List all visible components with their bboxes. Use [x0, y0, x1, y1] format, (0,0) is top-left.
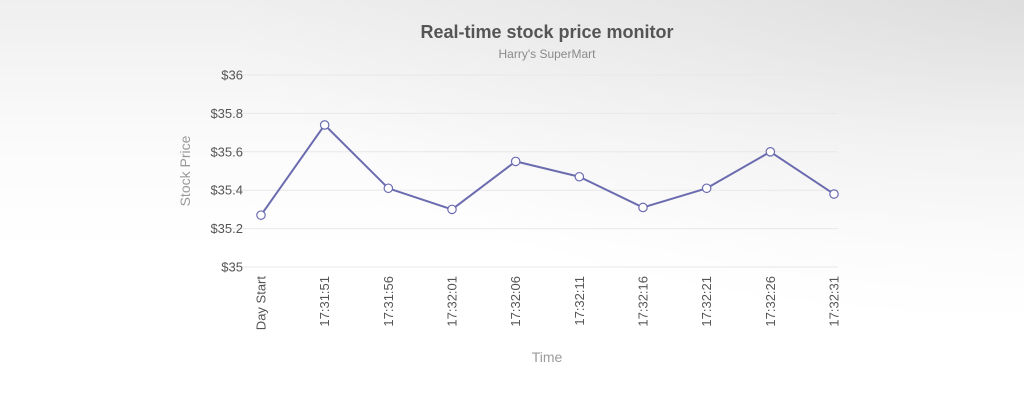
x-tick-label: 17:32:16: [636, 276, 651, 327]
chart-title: Real-time stock price monitor: [420, 22, 673, 42]
x-tick-label: 17:32:11: [572, 276, 587, 326]
x-tick-label: 17:31:56: [381, 276, 396, 327]
x-tick-label: 17:32:01: [445, 276, 460, 327]
data-point[interactable]: [574, 171, 585, 182]
x-tick-label: 17:31:51: [317, 276, 332, 327]
x-tick-label: Day Start: [254, 276, 269, 331]
chart-subtitle: Harry's SuperMart: [499, 47, 597, 61]
y-tick-label: $35.4: [210, 183, 243, 198]
y-axis-title: Stock Price: [177, 135, 193, 206]
x-tick-label: 17:32:21: [699, 276, 714, 327]
data-point[interactable]: [256, 210, 266, 220]
series-line: [260, 123, 835, 216]
data-point[interactable]: [701, 183, 712, 194]
data-point[interactable]: [829, 189, 839, 199]
data-point[interactable]: [447, 204, 457, 215]
y-tick-label: $35.6: [210, 144, 243, 159]
y-tick-label: $36: [221, 68, 243, 83]
data-point[interactable]: [638, 202, 648, 213]
x-tick-label: 17:32:26: [763, 276, 778, 327]
x-tick-label: 17:32:31: [827, 276, 842, 327]
y-tick-label: $35: [221, 260, 243, 275]
series-layer: [256, 120, 839, 220]
data-point[interactable]: [510, 156, 521, 167]
data-point[interactable]: [765, 147, 776, 157]
x-axis-title: Time: [532, 349, 563, 365]
y-axis-ticks: $35 $35.2 $35.4 $35.6 $35.8 $36: [210, 68, 243, 275]
x-axis-ticks: Day Start 17:31:51 17:31:56 17:32:01 17:32:0…: [254, 276, 842, 331]
data-point[interactable]: [383, 183, 394, 194]
y-tick-label: $35.2: [210, 221, 243, 236]
data-point[interactable]: [319, 120, 330, 130]
gridlines: [230, 74, 838, 268]
x-tick-label: 17:32:06: [508, 276, 523, 327]
y-tick-label: $35.8: [210, 106, 243, 121]
